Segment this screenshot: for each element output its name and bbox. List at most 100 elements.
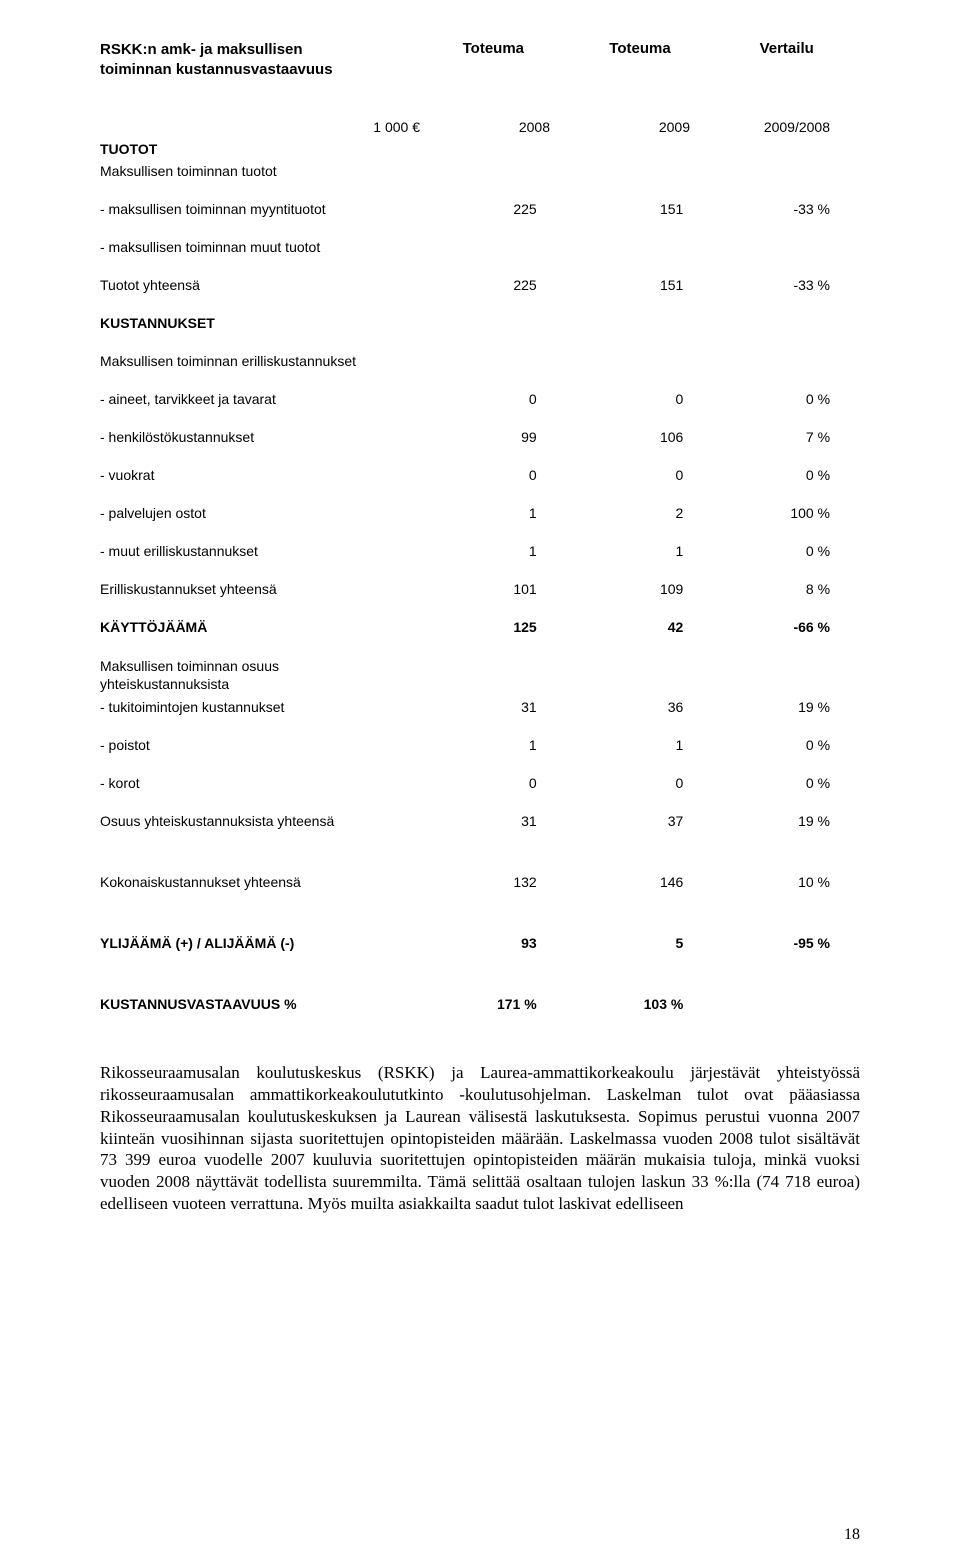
section-tuotot-sub: Maksullisen toiminnan tuotot bbox=[100, 163, 860, 179]
label-myyntituotot: - maksullisen toiminnan myyntituotot bbox=[100, 201, 420, 217]
ylijaama-a: 93 bbox=[420, 935, 567, 951]
report-title-line2: toiminnan kustannusvastaavuus bbox=[100, 61, 333, 78]
year-2008: 2008 bbox=[440, 119, 580, 135]
label-tuki: - tukitoimintojen kustannukset bbox=[100, 699, 420, 715]
kokonais-c: 10 % bbox=[713, 874, 860, 890]
report-title-line1: RSKK:n amk- ja maksullisen bbox=[100, 41, 303, 58]
aineet-c: 0 % bbox=[713, 391, 860, 407]
row-muut-erillis: - muut erilliskustannukset 1 1 0 % bbox=[100, 543, 860, 559]
palvelut-a: 1 bbox=[420, 505, 567, 521]
row-myyntituotot: - maksullisen toiminnan myyntituotot 225… bbox=[100, 201, 860, 217]
label-tuotot-yhteensa: Tuotot yhteensä bbox=[100, 277, 420, 293]
korot-b: 0 bbox=[567, 775, 714, 791]
poistot-b: 1 bbox=[567, 737, 714, 753]
tuki-a: 31 bbox=[420, 699, 567, 715]
year-2009: 2009 bbox=[580, 119, 720, 135]
osuus-title-line1: Maksullisen toiminnan osuus bbox=[100, 658, 279, 674]
tuki-c: 19 % bbox=[713, 699, 860, 715]
label-korot: - korot bbox=[100, 775, 420, 791]
year-compare: 2009/2008 bbox=[720, 119, 860, 135]
row-osuus-yhteensa: Osuus yhteiskustannuksista yhteensä 31 3… bbox=[100, 813, 860, 829]
row-kustvast: KUSTANNUSVASTAAVUUS % 171 % 103 % bbox=[100, 996, 860, 1012]
ylijaama-b: 5 bbox=[567, 935, 714, 951]
palvelut-c: 100 % bbox=[713, 505, 860, 521]
row-vuokrat: - vuokrat 0 0 0 % bbox=[100, 467, 860, 483]
erillis-yht-a: 101 bbox=[420, 581, 567, 597]
label-vuokrat: - vuokrat bbox=[100, 467, 420, 483]
section-kustannukset: KUSTANNUKSET bbox=[100, 315, 860, 331]
muut-erillis-c: 0 % bbox=[713, 543, 860, 559]
row-tukitoiminnot: - tukitoimintojen kustannukset 31 36 19 … bbox=[100, 699, 860, 715]
vuokrat-a: 0 bbox=[420, 467, 567, 483]
kustvast-b: 103 % bbox=[567, 996, 714, 1012]
section-osuus: Maksullisen toiminnan osuus yhteiskustan… bbox=[100, 657, 860, 693]
henkilosto-a: 99 bbox=[420, 429, 567, 445]
section-tuotot-title: TUOTOT bbox=[100, 141, 420, 157]
header-col-toteuma2: Toteuma bbox=[567, 40, 714, 79]
aineet-b: 0 bbox=[567, 391, 714, 407]
table-header-top: RSKK:n amk- ja maksullisen toiminnan kus… bbox=[100, 40, 860, 79]
body-paragraph: Rikosseuraamusalan koulutuskeskus (RSKK)… bbox=[100, 1062, 860, 1214]
document-page: RSKK:n amk- ja maksullisen toiminnan kus… bbox=[0, 0, 960, 1564]
row-palvelut: - palvelujen ostot 1 2 100 % bbox=[100, 505, 860, 521]
ylijaama-c: -95 % bbox=[713, 935, 860, 951]
row-muut-tuotot: - maksullisen toiminnan muut tuotot bbox=[100, 239, 860, 255]
osuus-yht-c: 19 % bbox=[713, 813, 860, 829]
muut-erillis-b: 1 bbox=[567, 543, 714, 559]
aineet-a: 0 bbox=[420, 391, 567, 407]
section-tuotot: TUOTOT bbox=[100, 141, 860, 157]
erillis-yht-b: 109 bbox=[567, 581, 714, 597]
label-osuus-yht: Osuus yhteiskustannuksista yhteensä bbox=[100, 813, 420, 829]
korot-a: 0 bbox=[420, 775, 567, 791]
osuus-yht-a: 31 bbox=[420, 813, 567, 829]
erillis-yht-c: 8 % bbox=[713, 581, 860, 597]
poistot-a: 1 bbox=[420, 737, 567, 753]
tuotot-yht-2008: 225 bbox=[420, 277, 567, 293]
label-kayttojaama: KÄYTTÖJÄÄMÄ bbox=[100, 619, 420, 635]
row-erillis-yhteensa: Erilliskustannukset yhteensä 101 109 8 % bbox=[100, 581, 860, 597]
osuus-title: Maksullisen toiminnan osuus yhteiskustan… bbox=[100, 657, 420, 693]
vuokrat-b: 0 bbox=[567, 467, 714, 483]
kokonais-b: 146 bbox=[567, 874, 714, 890]
label-henkilosto: - henkilöstökustannukset bbox=[100, 429, 420, 445]
muut-erillis-a: 1 bbox=[420, 543, 567, 559]
header-col-vertailu: Vertailu bbox=[713, 40, 860, 79]
label-palvelut: - palvelujen ostot bbox=[100, 505, 420, 521]
label-muut-tuotot: - maksullisen toiminnan muut tuotot bbox=[100, 239, 420, 255]
label-muut-erillis: - muut erilliskustannukset bbox=[100, 543, 420, 559]
poistot-c: 0 % bbox=[713, 737, 860, 753]
kustannukset-subtitle: Maksullisen toiminnan erilliskustannukse… bbox=[100, 353, 420, 369]
row-tuotot-yhteensa: Tuotot yhteensä 225 151 -33 % bbox=[100, 277, 860, 293]
label-aineet: - aineet, tarvikkeet ja tavarat bbox=[100, 391, 420, 407]
myynti-2008: 225 bbox=[420, 201, 567, 217]
myynti-2009: 151 bbox=[567, 201, 714, 217]
row-korot: - korot 0 0 0 % bbox=[100, 775, 860, 791]
kustvast-a: 171 % bbox=[420, 996, 567, 1012]
korot-c: 0 % bbox=[713, 775, 860, 791]
header-col-toteuma1: Toteuma bbox=[420, 40, 567, 79]
row-kokonais: Kokonaiskustannukset yhteensä 132 146 10… bbox=[100, 874, 860, 890]
kayttojaama-a: 125 bbox=[420, 619, 567, 635]
row-henkilosto: - henkilöstökustannukset 99 106 7 % bbox=[100, 429, 860, 445]
palvelut-b: 2 bbox=[567, 505, 714, 521]
label-ylijaama: YLIJÄÄMÄ (+) / ALIJÄÄMÄ (-) bbox=[100, 935, 420, 951]
label-kustvast: KUSTANNUSVASTAAVUUS % bbox=[100, 996, 420, 1012]
section-kustannukset-sub: Maksullisen toiminnan erilliskustannukse… bbox=[100, 353, 860, 369]
header-columns: Toteuma Toteuma Vertailu bbox=[420, 40, 860, 79]
unit-label: 1 000 € bbox=[100, 119, 440, 135]
osuus-title-line2: yhteiskustannuksista bbox=[100, 676, 229, 692]
tuotot-yht-cmp: -33 % bbox=[713, 277, 860, 293]
row-ylijaama: YLIJÄÄMÄ (+) / ALIJÄÄMÄ (-) 93 5 -95 % bbox=[100, 935, 860, 951]
vuokrat-c: 0 % bbox=[713, 467, 860, 483]
osuus-yht-b: 37 bbox=[567, 813, 714, 829]
label-poistot: - poistot bbox=[100, 737, 420, 753]
table-header-units: 1 000 € 2008 2009 2009/2008 bbox=[100, 119, 860, 135]
kayttojaama-b: 42 bbox=[567, 619, 714, 635]
section-kustannukset-title: KUSTANNUKSET bbox=[100, 315, 420, 331]
tuotot-yht-2009: 151 bbox=[567, 277, 714, 293]
henkilosto-c: 7 % bbox=[713, 429, 860, 445]
kayttojaama-c: -66 % bbox=[713, 619, 860, 635]
henkilosto-b: 106 bbox=[567, 429, 714, 445]
page-number: 18 bbox=[844, 1526, 860, 1544]
kokonais-a: 132 bbox=[420, 874, 567, 890]
